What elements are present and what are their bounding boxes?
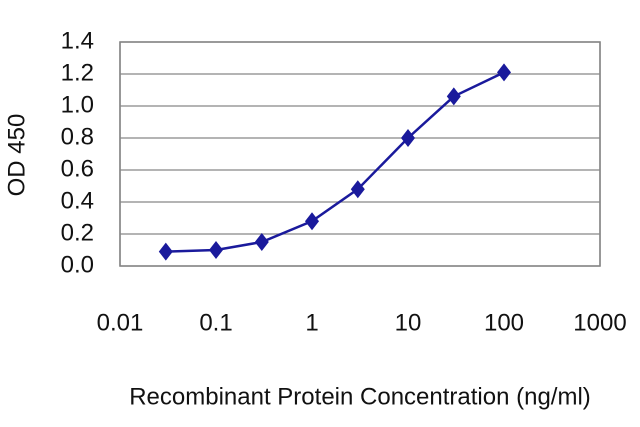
y-tick-label: 1.0 — [61, 91, 94, 118]
y-tick-label: 1.2 — [61, 59, 94, 86]
x-tick-label: 1 — [305, 309, 318, 336]
x-tick-label: 10 — [395, 309, 422, 336]
data-point — [446, 87, 461, 106]
plot-frame — [119, 41, 601, 267]
y-tick-label: 0.4 — [61, 187, 94, 214]
x-axis-label: Recombinant Protein Concentration (ng/ml… — [129, 383, 591, 410]
x-tick-label: 0.1 — [199, 309, 232, 336]
x-tick-label: 0.01 — [97, 309, 144, 336]
data-point — [158, 242, 173, 261]
y-tick-label: 1.4 — [61, 27, 94, 54]
data-point — [401, 129, 415, 147]
series-line — [165, 71, 505, 253]
data-point — [209, 241, 223, 259]
data-point — [254, 233, 269, 251]
x-tick-label: 1000 — [573, 309, 626, 336]
y-axis-label: OD 450 — [3, 114, 30, 197]
y-tick-label: 0.6 — [61, 155, 94, 182]
data-point — [305, 212, 319, 231]
data-point — [497, 63, 511, 82]
x-tick-label: 100 — [484, 309, 524, 336]
y-tick-label: 0.2 — [61, 219, 94, 246]
data-point — [350, 180, 365, 199]
y-tick-label: 0.8 — [61, 123, 94, 150]
y-tick-label: 0.0 — [61, 251, 94, 278]
